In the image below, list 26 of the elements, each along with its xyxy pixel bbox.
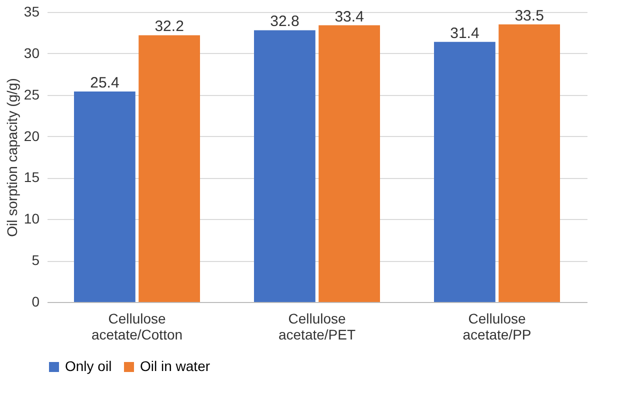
y-tick-label: 25 xyxy=(24,86,40,102)
bar xyxy=(138,35,200,302)
y-tick-label: 30 xyxy=(24,44,40,61)
legend-label: Only oil xyxy=(65,358,112,374)
x-tick-label: Cellulose acetate/PP xyxy=(462,310,532,342)
x-tick-label: Cellulose acetate/Cotton xyxy=(91,310,183,342)
data-label: 31.4 xyxy=(450,24,480,42)
bar xyxy=(254,30,316,302)
y-tick-label: 20 xyxy=(24,128,40,144)
data-label: 32.8 xyxy=(270,13,300,30)
data-label: 33.5 xyxy=(514,7,544,24)
data-label: 32.2 xyxy=(154,18,184,36)
y-tick-label: 35 xyxy=(24,4,40,20)
y-tick-label: 5 xyxy=(32,252,40,268)
y-tick-label: 15 xyxy=(24,169,40,186)
bar xyxy=(498,24,560,302)
x-tick-label: Cellulose acetate/PET xyxy=(278,310,356,342)
y-axis-title: Oil sorption capacity (g/g) xyxy=(4,78,20,237)
bar xyxy=(74,92,136,302)
bar xyxy=(434,42,496,302)
y-tick-label: 0 xyxy=(32,294,40,310)
y-tick-label: 10 xyxy=(24,210,40,227)
legend-label: Oil in water xyxy=(140,358,210,374)
data-label: 33.4 xyxy=(334,8,364,26)
data-label: 25.4 xyxy=(90,74,120,92)
bar xyxy=(318,25,380,302)
